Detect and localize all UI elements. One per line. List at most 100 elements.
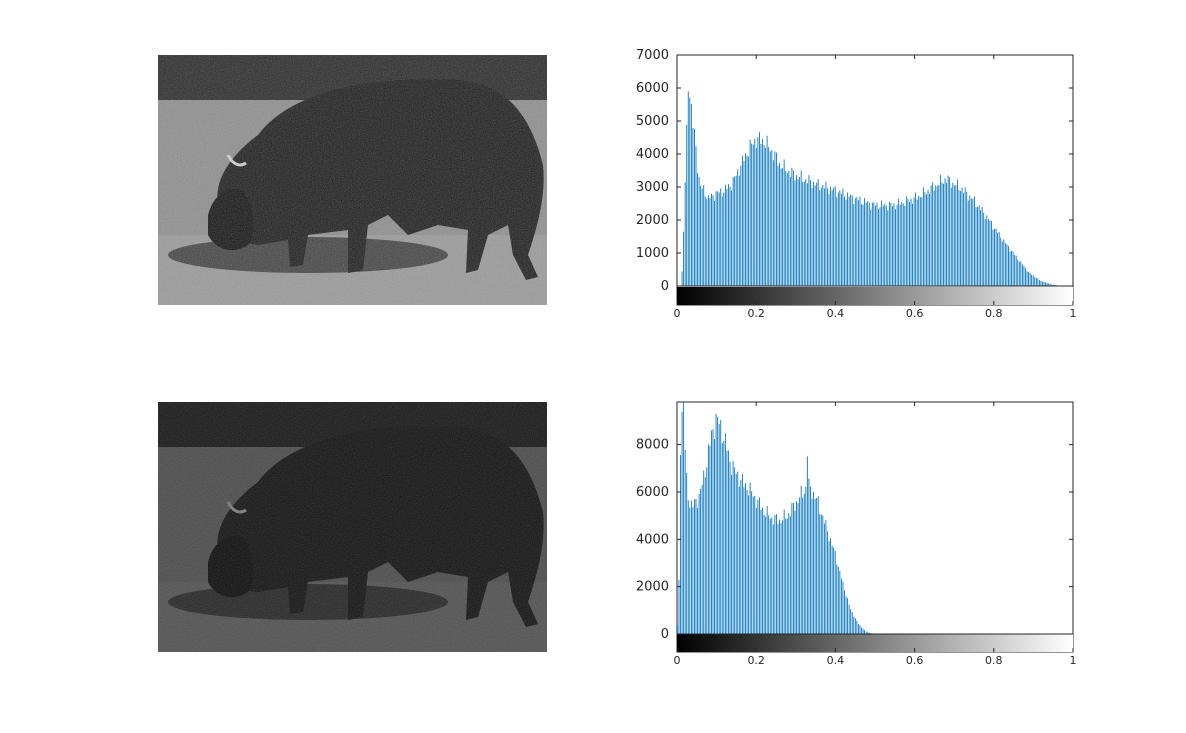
histogram-bar bbox=[827, 531, 828, 634]
histogram-bar bbox=[823, 188, 825, 286]
histogram-bar bbox=[1029, 273, 1031, 286]
histogram-bar bbox=[738, 175, 740, 286]
histogram-bar bbox=[837, 566, 839, 634]
histogram-bar bbox=[961, 187, 963, 286]
histogram-bar bbox=[867, 201, 869, 286]
histogram-bar bbox=[983, 212, 985, 286]
histogram-bar bbox=[743, 487, 745, 634]
histogram-bar bbox=[1017, 259, 1019, 286]
y-tick-label: 2000 bbox=[636, 213, 669, 228]
histogram-bar bbox=[848, 604, 850, 634]
histogram-bar bbox=[851, 612, 853, 634]
histogram-bar bbox=[998, 232, 1000, 286]
histogram-bar bbox=[738, 486, 740, 634]
histogram-bar bbox=[687, 500, 689, 634]
histogram-bar bbox=[1038, 279, 1040, 286]
histogram-bar bbox=[776, 152, 777, 286]
histogram-bar bbox=[678, 580, 680, 634]
histogram-bar bbox=[1034, 277, 1036, 286]
histogram-bar bbox=[697, 508, 698, 634]
darkened-image bbox=[158, 402, 547, 652]
histogram-bar bbox=[771, 150, 773, 286]
histogram-bar bbox=[735, 175, 737, 286]
histogram-bar bbox=[810, 180, 811, 286]
histogram-bar bbox=[825, 520, 827, 634]
histogram-bar bbox=[1004, 243, 1006, 286]
histogram-bar bbox=[677, 625, 678, 634]
histogram-bar bbox=[901, 202, 903, 286]
x-tick-label: 1 bbox=[1070, 307, 1077, 320]
histogram-bar bbox=[1021, 264, 1023, 286]
histogram-bar bbox=[839, 570, 841, 634]
histogram-bar bbox=[776, 514, 777, 634]
histogram-bar bbox=[731, 190, 732, 286]
histogram-bar bbox=[913, 197, 915, 286]
histogram-bar bbox=[932, 182, 934, 286]
histogram-bar bbox=[692, 128, 694, 286]
histogram-bar bbox=[755, 507, 757, 634]
histogram-bar bbox=[1042, 281, 1043, 286]
histogram-bar bbox=[899, 204, 901, 286]
histogram-bar bbox=[732, 177, 734, 286]
histogram-bar bbox=[717, 191, 719, 286]
histogram-bar bbox=[683, 231, 685, 286]
histogram-bar bbox=[707, 195, 709, 286]
histogram-bar bbox=[947, 175, 949, 286]
histogram-bar bbox=[963, 192, 965, 286]
histogram-bar bbox=[926, 194, 927, 286]
histogram-bar bbox=[816, 182, 818, 286]
histogram-bar bbox=[933, 190, 935, 286]
histogram-bar bbox=[1046, 282, 1048, 286]
histogram-bar bbox=[857, 200, 859, 286]
histogram-bar bbox=[844, 590, 845, 634]
histogram-bar bbox=[737, 169, 739, 286]
histogram-bar bbox=[946, 182, 948, 286]
histogram-bar bbox=[755, 147, 757, 286]
histogram-bar bbox=[916, 199, 918, 286]
histogram-bar bbox=[977, 207, 978, 286]
histogram-bar bbox=[952, 182, 954, 286]
histogram-bar bbox=[780, 168, 782, 286]
histogram-bar bbox=[720, 188, 722, 286]
histogram-bar bbox=[715, 413, 717, 634]
histogram-bar bbox=[794, 180, 796, 286]
histogram-bar bbox=[745, 153, 746, 286]
histogram-bar bbox=[986, 215, 988, 286]
histogram-bar bbox=[805, 486, 807, 634]
histogram-bar bbox=[1009, 251, 1011, 286]
histogram-bar bbox=[1040, 281, 1042, 286]
histogram-bar bbox=[975, 207, 977, 286]
histogram-bar bbox=[763, 514, 765, 634]
histogram-bar bbox=[711, 430, 712, 634]
grayscale-colorbar bbox=[677, 287, 1073, 305]
histogram-bar bbox=[1031, 274, 1033, 286]
histogram-bar bbox=[684, 449, 686, 634]
histogram-bar bbox=[1052, 284, 1054, 286]
histogram-bar bbox=[741, 473, 743, 634]
histogram-bar bbox=[953, 185, 955, 286]
histogram-bar bbox=[823, 523, 825, 634]
histogram-bar bbox=[689, 97, 691, 287]
histogram-bar bbox=[752, 496, 754, 634]
histogram-bar bbox=[803, 493, 805, 634]
histogram-bar bbox=[743, 160, 745, 286]
histogram-bar bbox=[927, 189, 929, 286]
histogram-bar bbox=[687, 91, 689, 286]
histogram-bar bbox=[853, 616, 855, 634]
histogram-bar bbox=[711, 193, 712, 286]
histogram-bar bbox=[904, 205, 906, 286]
histogram-bar bbox=[799, 176, 801, 286]
histogram-bar bbox=[789, 516, 791, 634]
histogram-bar bbox=[844, 196, 845, 286]
histogram-bar bbox=[1006, 244, 1008, 286]
histogram-bar bbox=[896, 204, 898, 286]
y-tick-label: 1000 bbox=[636, 246, 669, 261]
histogram-bar bbox=[972, 198, 974, 286]
histogram-bar bbox=[893, 203, 895, 286]
histogram-bar bbox=[882, 205, 884, 286]
histogram-bar bbox=[848, 196, 850, 286]
histogram-bar bbox=[997, 232, 999, 286]
histogram-bar bbox=[749, 482, 751, 634]
histogram-bar bbox=[830, 538, 831, 634]
histogram-bar bbox=[1054, 284, 1056, 286]
